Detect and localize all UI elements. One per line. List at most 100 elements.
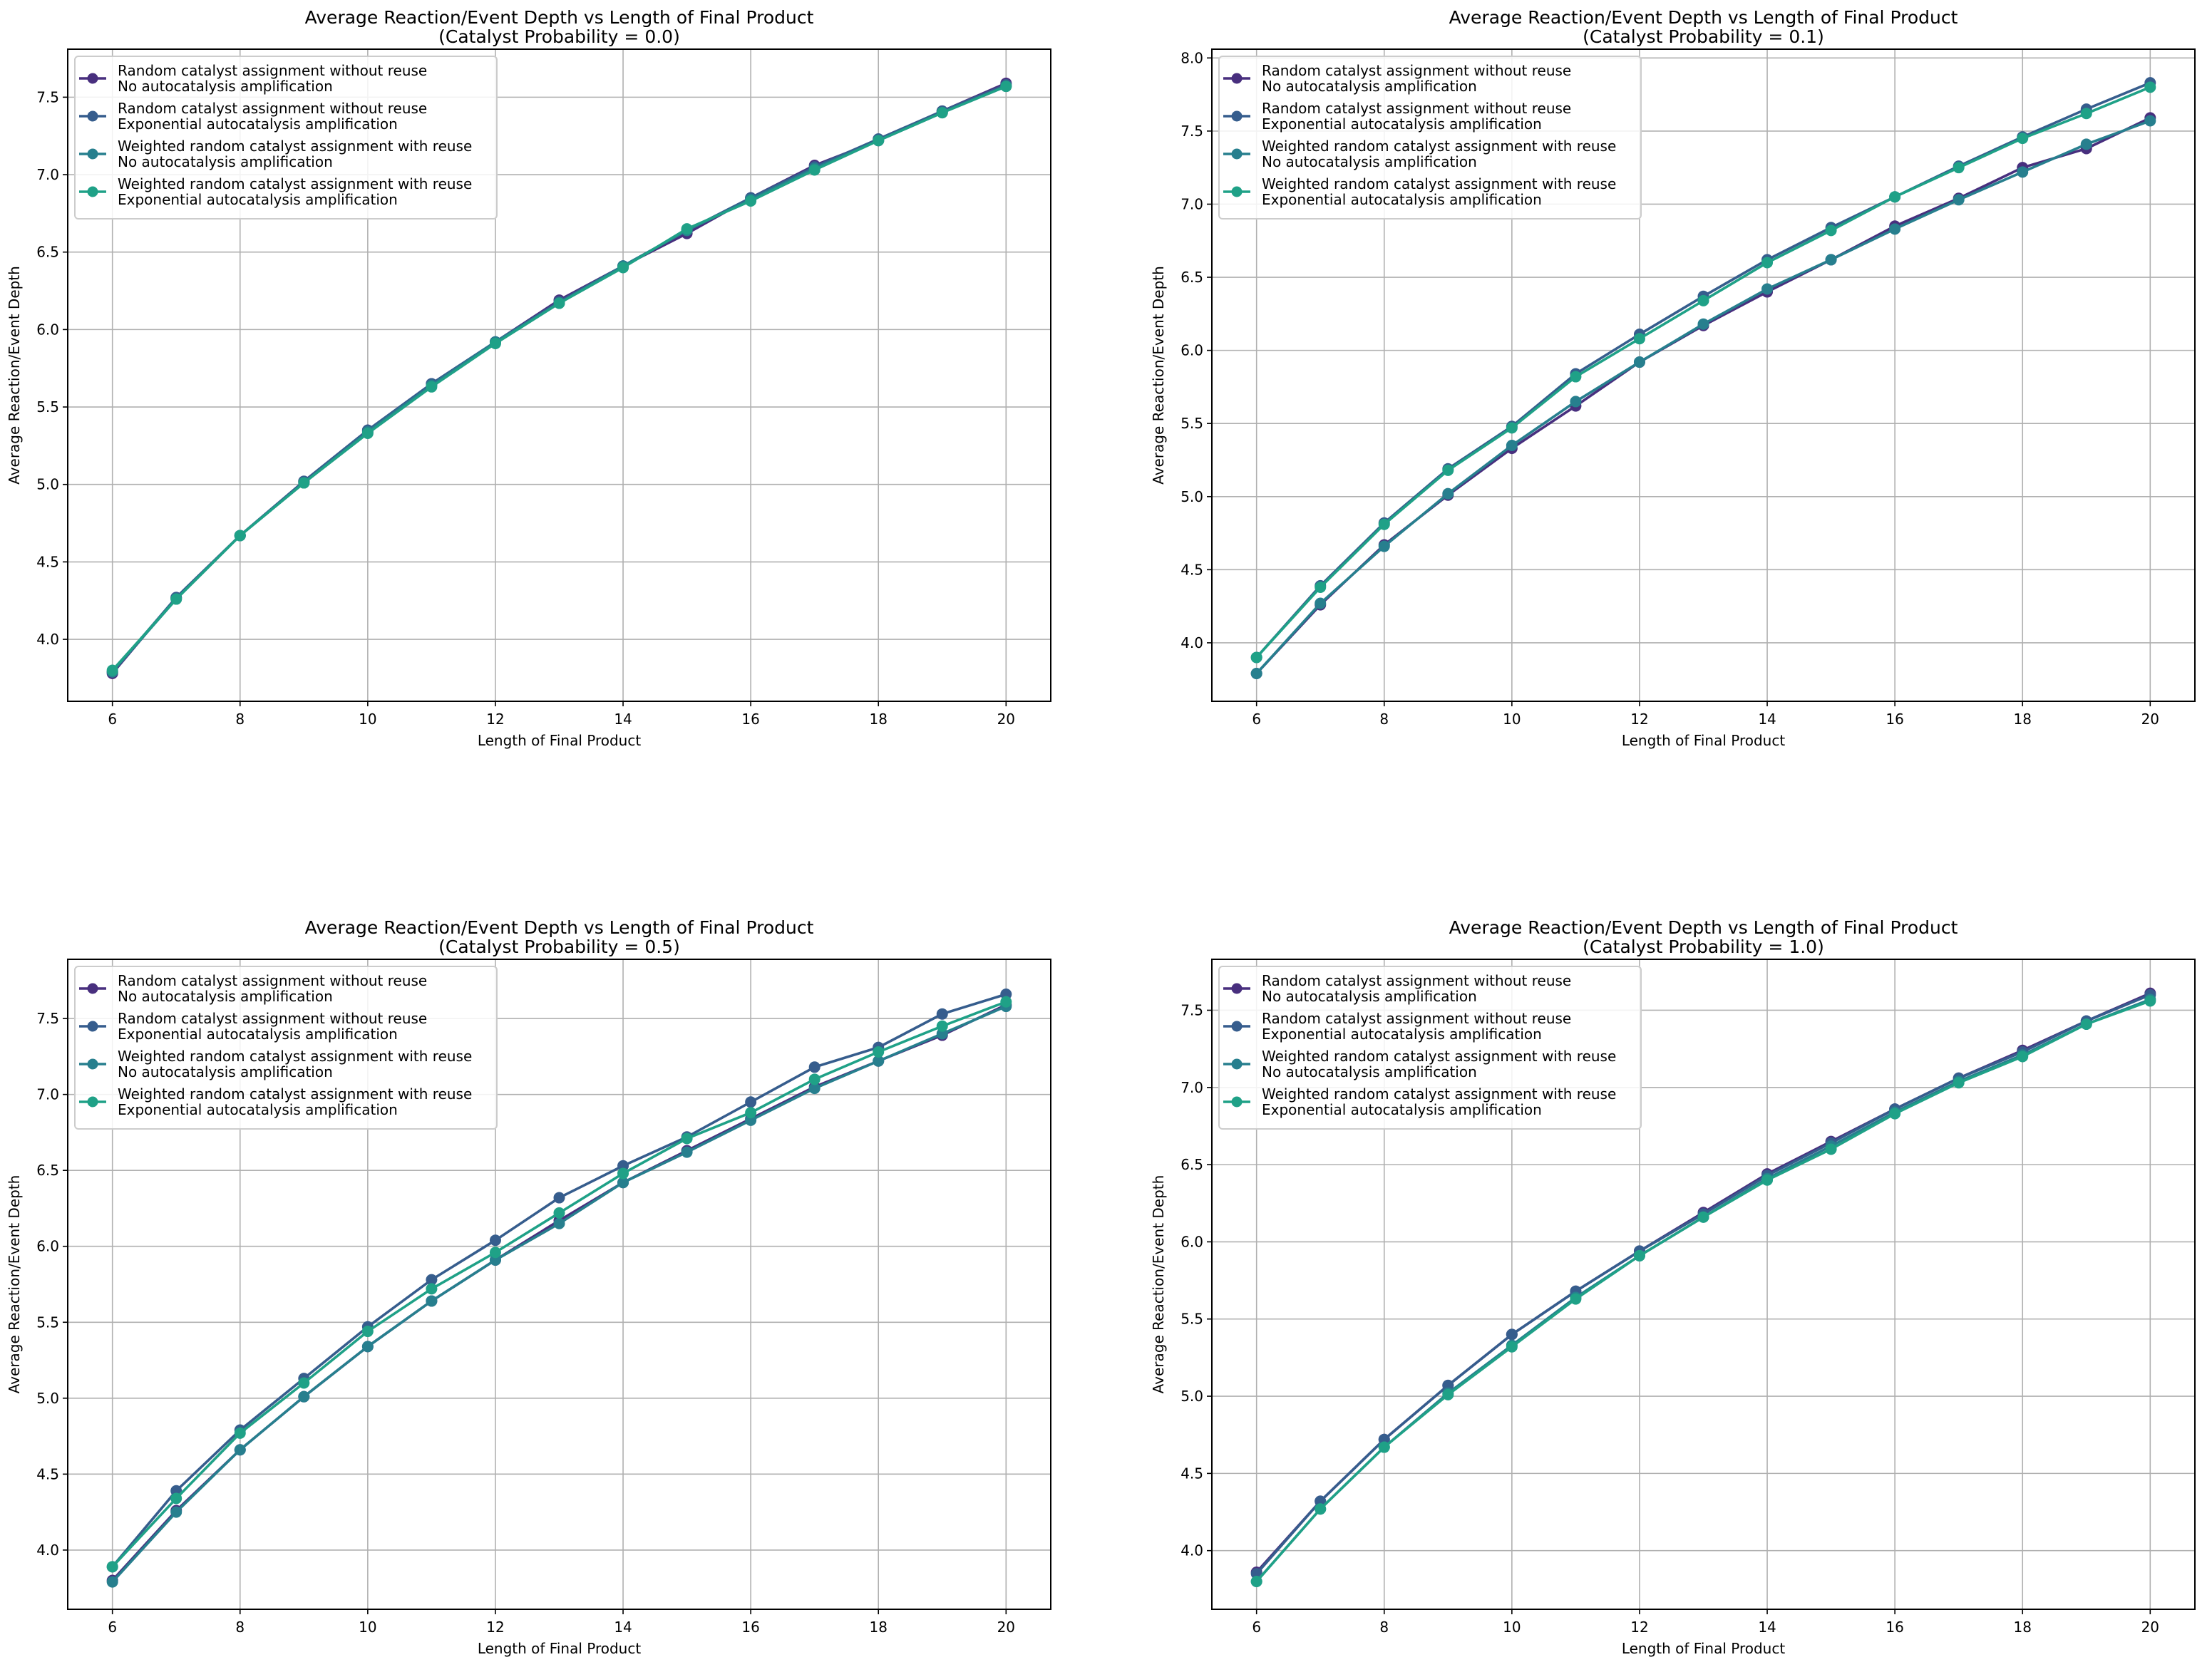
data-point <box>1315 581 1327 593</box>
data-point <box>808 164 821 176</box>
x-axis-label: Length of Final Product <box>478 1640 642 1657</box>
x-tick-label: 14 <box>1758 711 1776 728</box>
data-point <box>1697 318 1709 330</box>
data-point <box>2017 133 2029 145</box>
legend-marker-icon <box>1231 110 1243 122</box>
x-tick-label: 8 <box>235 1619 245 1636</box>
x-tick-label: 14 <box>614 1619 632 1636</box>
legend-marker-icon <box>1231 1058 1243 1070</box>
legend-label: Weighted random catalyst assignment with… <box>1262 1048 1616 1065</box>
legend-label: Random catalyst assignment without reuse <box>118 972 427 989</box>
y-tick-label: 4.5 <box>1180 1465 1203 1482</box>
y-tick-label: 7.0 <box>1180 1079 1203 1096</box>
y-tick-label: 7.5 <box>36 88 59 105</box>
data-point <box>553 297 565 309</box>
data-point <box>361 428 374 440</box>
data-point <box>426 1274 438 1286</box>
data-point <box>1250 668 1262 680</box>
data-point <box>426 1295 438 1307</box>
legend-label: Random catalyst assignment without reuse <box>1262 62 1571 79</box>
data-point <box>617 1177 629 1189</box>
legend-label: Weighted random catalyst assignment with… <box>1262 175 1616 192</box>
x-tick-label: 16 <box>741 711 759 728</box>
data-point <box>936 107 948 119</box>
legend-label: Exponential autocatalysis amplification <box>1262 1101 1542 1118</box>
legend-box <box>74 966 498 1130</box>
x-tick-label: 16 <box>741 1619 759 1636</box>
axes-frame <box>1211 959 2196 1610</box>
data-point <box>1442 464 1454 476</box>
x-tick-label: 8 <box>235 711 245 728</box>
data-point <box>1570 396 1582 408</box>
chart-subtitle: (Catalyst Probability = 0.0) <box>438 26 680 47</box>
y-axis-label: Average Reaction/Event Depth <box>6 1175 23 1394</box>
y-tick-label: 7.0 <box>36 1086 59 1103</box>
legend-label: Exponential autocatalysis amplification <box>118 1101 398 1118</box>
x-tick-label: 10 <box>1503 1619 1521 1636</box>
y-tick-label: 4.0 <box>1180 634 1203 651</box>
data-point <box>234 530 246 542</box>
y-tick-label: 5.5 <box>36 1314 59 1331</box>
data-point <box>1889 223 1901 235</box>
y-tick-label: 7.5 <box>1180 1001 1203 1018</box>
y-tick-label: 4.5 <box>1180 561 1203 578</box>
data-point <box>1633 1249 1645 1261</box>
legend-label: Weighted random catalyst assignment with… <box>118 175 472 192</box>
legend: Random catalyst assignment without reuse… <box>74 966 498 1130</box>
legend-label: Weighted random catalyst assignment with… <box>1262 138 1616 155</box>
y-tick-label: 5.0 <box>36 1390 59 1407</box>
legend-marker-icon <box>87 983 98 994</box>
y-tick-label: 5.0 <box>36 476 59 493</box>
legend-marker-icon <box>1231 1096 1243 1108</box>
x-tick-label: 20 <box>997 1619 1015 1636</box>
x-axis-label: Length of Final Product <box>1622 1640 1786 1657</box>
legend-label: Exponential autocatalysis amplification <box>1262 115 1542 133</box>
axes-frame <box>1211 48 2196 702</box>
legend-label: No autocatalysis amplification <box>1262 1063 1477 1080</box>
legend: Random catalyst assignment without reuse… <box>1218 966 1642 1130</box>
data-point <box>170 1506 182 1518</box>
legend: Random catalyst assignment without reuse… <box>74 56 498 220</box>
y-tick-label: 6.5 <box>36 244 59 261</box>
x-tick-label: 20 <box>2141 1619 2159 1636</box>
data-point <box>936 1020 948 1032</box>
legend-label: No autocatalysis amplification <box>1262 78 1477 95</box>
data-point <box>298 477 310 489</box>
data-point <box>808 1061 821 1073</box>
x-axis-label: Length of Final Product <box>478 732 642 749</box>
data-point <box>2080 108 2092 120</box>
data-point <box>745 1107 757 1119</box>
x-tick-label: 18 <box>2014 711 2032 728</box>
data-point <box>808 1073 821 1085</box>
x-tick-label: 20 <box>997 711 1015 728</box>
data-point <box>2080 138 2092 150</box>
legend-label: Random catalyst assignment without reuse <box>1262 972 1571 989</box>
data-point <box>1570 371 1582 383</box>
data-point <box>1000 81 1012 93</box>
data-point <box>1506 1328 1518 1341</box>
y-tick-label: 4.0 <box>36 631 59 648</box>
data-point <box>1570 1293 1582 1305</box>
data-point <box>426 381 438 393</box>
data-point <box>1378 540 1390 552</box>
y-axis-label: Average Reaction/Event Depth <box>1150 266 1167 485</box>
x-tick-label: 12 <box>486 711 504 728</box>
y-tick-label: 4.5 <box>36 553 59 570</box>
data-point <box>873 135 885 147</box>
data-point <box>1761 257 1774 269</box>
x-tick-label: 14 <box>614 711 632 728</box>
y-tick-label: 6.5 <box>1180 269 1203 286</box>
data-point <box>106 1561 118 1573</box>
data-point <box>2080 1018 2092 1030</box>
legend-marker-icon <box>1231 73 1243 84</box>
data-point <box>298 1377 310 1389</box>
y-tick-label: 7.5 <box>1180 123 1203 140</box>
data-point <box>106 664 118 676</box>
data-point <box>234 1444 246 1456</box>
y-tick-label: 5.0 <box>1180 488 1203 505</box>
data-point <box>106 1576 118 1588</box>
data-point <box>361 1326 374 1338</box>
data-point <box>1442 1388 1454 1400</box>
axes-frame <box>67 48 1051 702</box>
chart-title: Average Reaction/Event Depth vs Length o… <box>305 7 814 28</box>
